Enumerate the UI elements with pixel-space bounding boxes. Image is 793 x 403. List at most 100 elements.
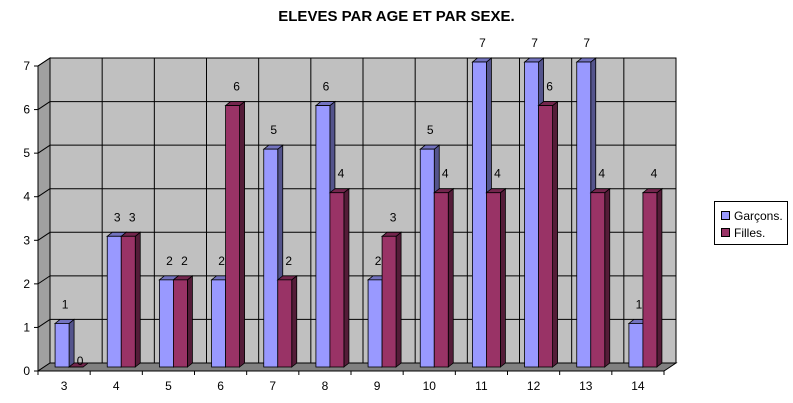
bar-front [173, 279, 188, 368]
bar-front [381, 235, 397, 368]
legend-swatch-filles [721, 228, 730, 238]
bar-side [68, 318, 75, 368]
data-label: 2 [218, 254, 225, 268]
gridline-side [37, 231, 51, 241]
bar-front [486, 192, 501, 368]
bar-side [447, 187, 454, 368]
x-tick-label: 9 [374, 379, 381, 393]
y-tick-label: 2 [23, 277, 30, 291]
y-tick-label: 6 [23, 103, 30, 117]
data-label: 3 [114, 210, 121, 224]
gridline-side [37, 101, 51, 110]
bar-filles [537, 100, 559, 368]
bar-filles [380, 231, 403, 368]
bar-front [642, 192, 658, 368]
bar-front [211, 279, 226, 368]
bar-front [329, 192, 345, 368]
data-label: 4 [494, 167, 501, 181]
bar-front [590, 192, 606, 368]
bar-front [367, 279, 383, 368]
bar-front [419, 148, 435, 368]
data-label: 4 [598, 167, 605, 181]
data-label: 5 [427, 123, 434, 137]
data-label: 1 [62, 297, 69, 311]
bar-side [552, 100, 558, 368]
data-label: 3 [390, 210, 397, 224]
bar-front [524, 61, 539, 368]
y-tick-label: 4 [23, 190, 30, 204]
bar-side [500, 187, 506, 368]
data-label: 4 [651, 167, 658, 181]
data-label: 7 [531, 36, 538, 50]
x-tick-label: 6 [217, 379, 224, 393]
bar-side [604, 187, 611, 368]
bar-filles [328, 187, 351, 368]
bar-front [54, 323, 70, 368]
gridline-side [37, 144, 51, 154]
data-label: 2 [166, 254, 173, 268]
x-tick-label: 5 [165, 379, 172, 393]
data-label: 5 [270, 123, 277, 137]
y-tick-label: 3 [23, 233, 30, 247]
y-tick-label: 0 [23, 364, 30, 378]
bar-front [628, 323, 644, 368]
x-tick-label: 4 [113, 379, 120, 393]
data-label: 6 [546, 80, 553, 94]
bar-front [433, 192, 449, 368]
data-label: 3 [129, 210, 136, 224]
bar-front [277, 279, 293, 368]
data-label: 2 [285, 254, 292, 268]
bar-front [225, 105, 240, 368]
bar-garcons [53, 318, 76, 368]
data-label: 0 [77, 354, 84, 368]
gridline-side [37, 319, 51, 328]
bar-front [538, 105, 553, 368]
data-label: 4 [442, 167, 449, 181]
gridline-side [37, 188, 51, 198]
bar-front [159, 279, 174, 368]
data-label: 7 [479, 36, 486, 50]
x-tick-label: 8 [322, 379, 329, 393]
x-tick-label: 10 [423, 379, 437, 393]
bar-side [134, 231, 141, 368]
bar-front [106, 235, 122, 368]
bar-filles [485, 187, 507, 368]
legend-item-filles: Filles. [721, 226, 765, 240]
data-label: 6 [233, 80, 240, 94]
x-tick-label: 11 [475, 379, 488, 393]
data-label: 4 [338, 167, 345, 181]
bar-side [656, 187, 663, 368]
bar-side [187, 275, 193, 368]
bar-front [315, 105, 331, 368]
bar-front [576, 61, 592, 368]
bar-front [472, 61, 487, 368]
x-tick-label: 7 [269, 379, 276, 393]
legend-label-filles: Filles. [734, 226, 766, 240]
chart-side-wall [37, 57, 51, 372]
bar-side [343, 187, 350, 368]
chart-title: ELEVES PAR AGE ET PAR SEXE. [278, 8, 515, 25]
bar-filles [433, 187, 455, 368]
y-tick-label: 5 [23, 146, 30, 160]
bar-filles [120, 231, 142, 368]
gridline-side [37, 275, 51, 285]
bar-filles [224, 100, 246, 368]
x-tick-label: 13 [579, 379, 593, 393]
data-label: 2 [181, 254, 188, 268]
bar-front [263, 148, 279, 368]
chart-legend: Garçons. Filles. [714, 201, 788, 245]
gridline-side [37, 57, 51, 67]
legend-swatch-garcons [721, 211, 730, 221]
data-label: 7 [583, 36, 590, 50]
bar-filles [641, 187, 664, 368]
y-tick-label: 7 [23, 59, 30, 73]
x-tick-label: 14 [631, 379, 645, 393]
bar-filles [172, 275, 194, 368]
bar-side [239, 100, 245, 368]
bar-side [291, 275, 298, 368]
data-label: 2 [375, 254, 382, 268]
x-tick-label: 12 [527, 379, 541, 393]
data-label: 6 [323, 80, 330, 94]
bar-filles [67, 362, 90, 368]
